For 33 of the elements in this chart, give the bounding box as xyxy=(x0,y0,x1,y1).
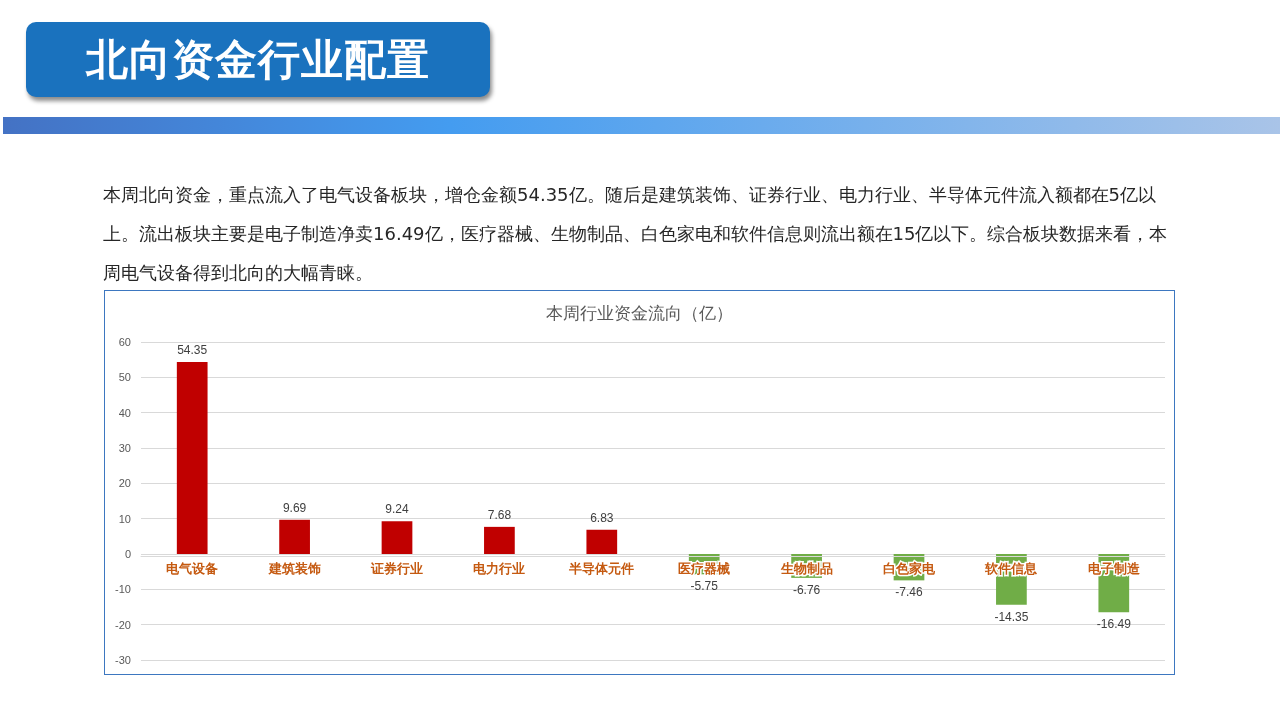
x-tick-label: 电气设备 xyxy=(166,561,219,577)
y-tick-label: 30 xyxy=(118,442,131,454)
data-label: 9.24 xyxy=(385,502,409,517)
data-label: 54.35 xyxy=(177,342,208,357)
bar xyxy=(586,529,618,554)
y-tick-label: 60 xyxy=(118,336,131,348)
bar xyxy=(176,361,208,554)
data-label: 7.68 xyxy=(487,507,512,522)
y-tick-label: -10 xyxy=(115,583,131,596)
bar xyxy=(279,519,310,554)
bar xyxy=(381,521,413,554)
bar xyxy=(484,526,515,554)
y-tick-label: -30 xyxy=(115,654,131,666)
y-tick-label: 50 xyxy=(118,371,131,384)
data-label: -7.46 xyxy=(895,585,923,600)
data-label: 9.69 xyxy=(282,500,307,515)
data-label: -6.76 xyxy=(792,582,821,597)
y-tick-label: -20 xyxy=(115,618,131,631)
y-tick-label: 20 xyxy=(118,477,131,490)
y-tick-label: 0 xyxy=(124,548,131,560)
data-label: 6.83 xyxy=(590,510,614,525)
y-tick-label: 40 xyxy=(118,406,131,419)
data-label: -16.49 xyxy=(1096,617,1132,632)
title-banner: 北向资金行业配置 xyxy=(26,22,490,97)
y-tick-label: 10 xyxy=(118,512,131,525)
data-label: -5.75 xyxy=(690,579,719,594)
x-tick-label: 证券行业 xyxy=(370,561,423,577)
text: 本周北向资金，重点流入了电气设备板块，增仓金额54.35亿。随后是建筑装饰、证券行业、电力行业、半导体元件流入额都在5亿以上。流出板块主要是电子制造净卖16.49亿，医疗器械、生物制品、白色家电和软件信息则流出额在15亿以下。综合板块数据来看，本周电气设备得到北向的大幅青睐。 xyxy=(103,183,1169,285)
x-tick-label: 电力行业 xyxy=(473,561,526,577)
chart-title: 本周行业资金流向（亿） xyxy=(546,302,733,323)
x-tick-label: 半导体元件 xyxy=(568,561,635,577)
data-label: -14.35 xyxy=(994,609,1029,624)
x-tick-label: 建筑装饰 xyxy=(267,561,321,577)
